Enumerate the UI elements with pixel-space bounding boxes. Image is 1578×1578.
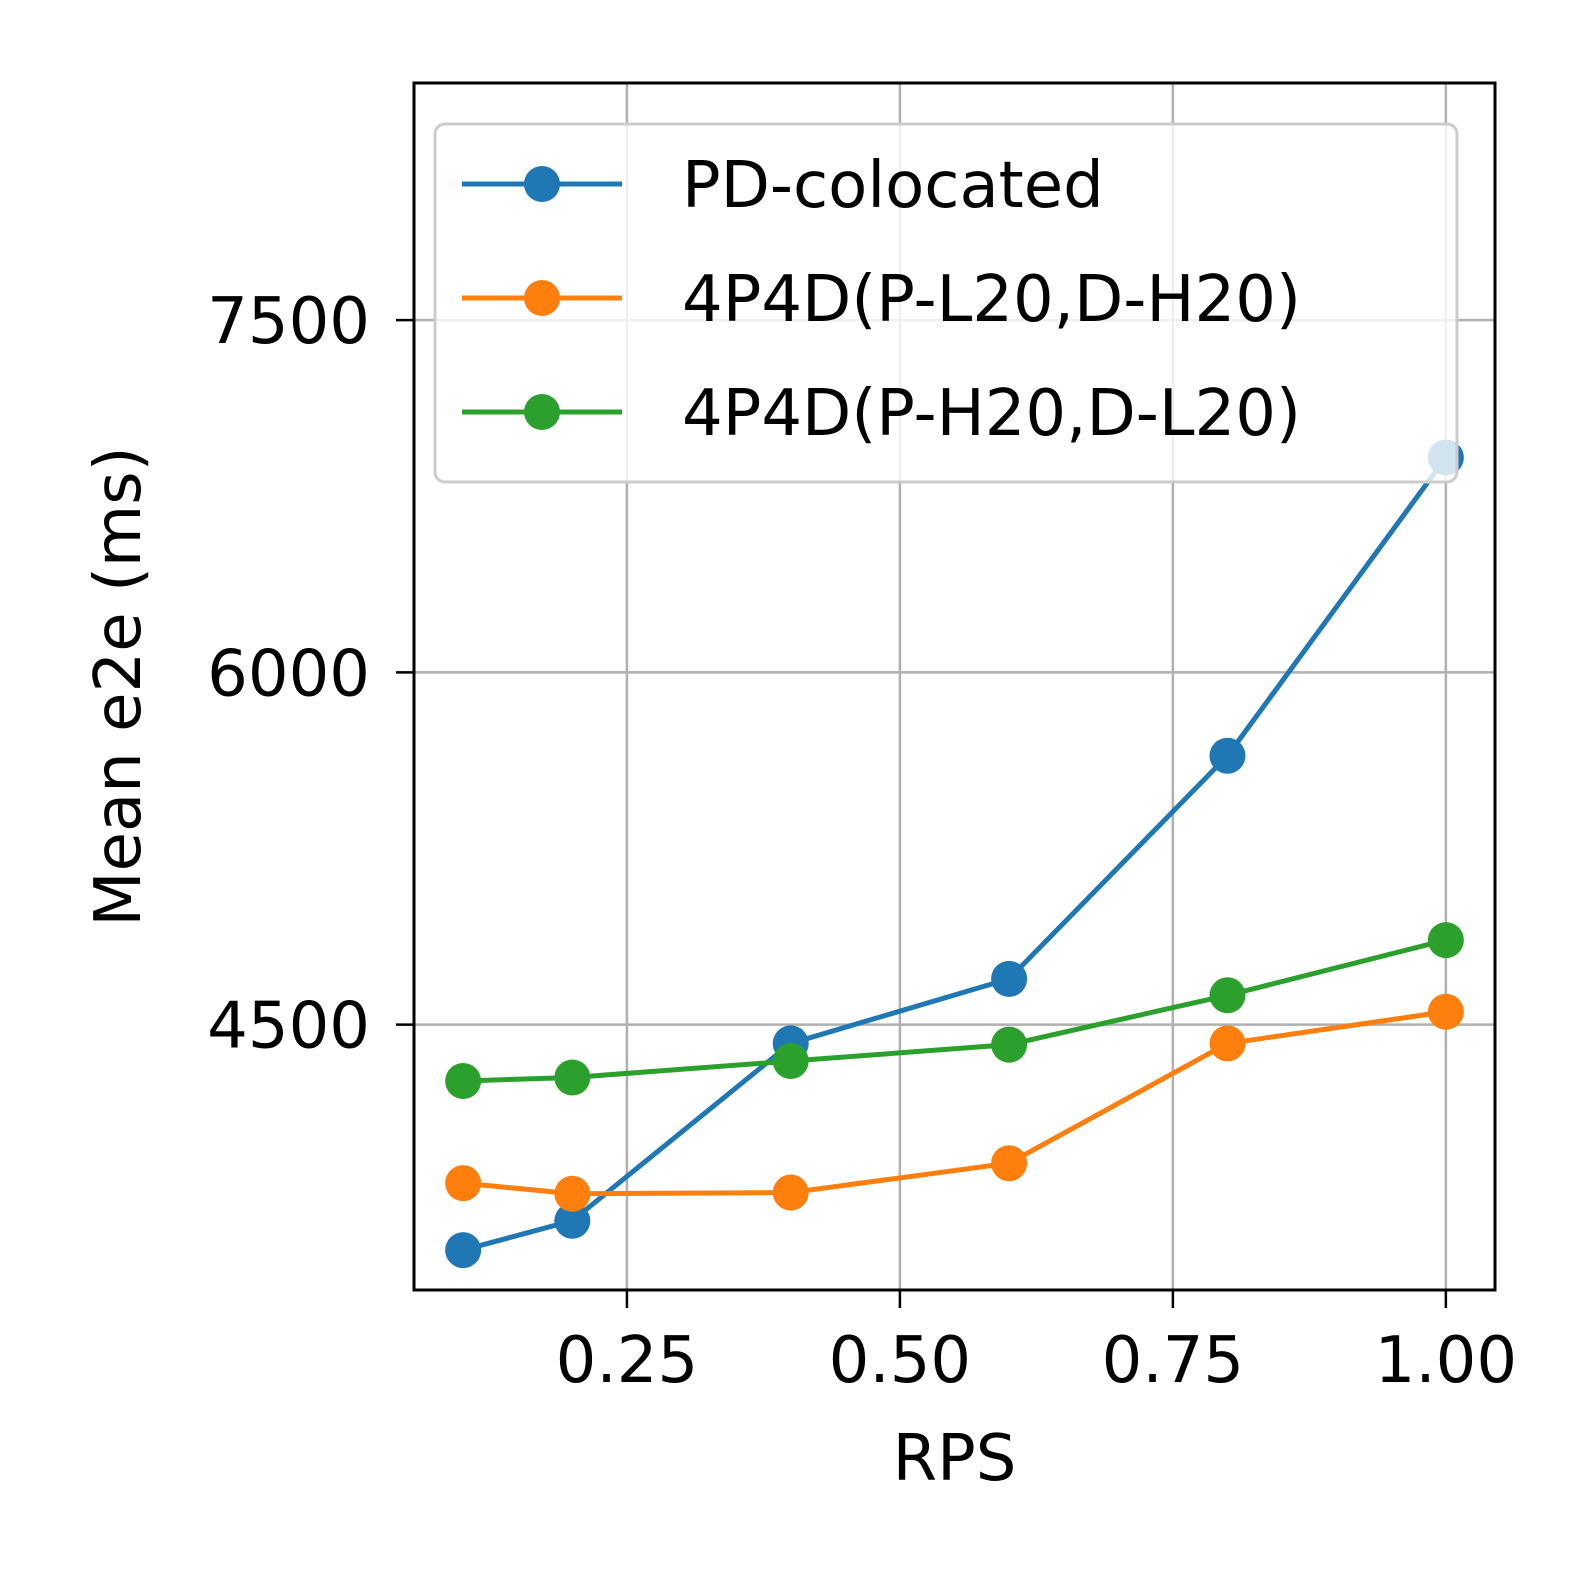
y-axis-label: Mean e2e (ms) (82, 446, 156, 926)
x-tick-label: 1.00 (1375, 1324, 1518, 1398)
legend-label: PD-colocated (682, 149, 1104, 223)
data-point (1209, 1025, 1246, 1062)
axis-ticks: 0.25 0.50 0.75 1.00 4500 6000 7500 (207, 285, 1517, 1398)
legend-box (433, 122, 1459, 484)
series-line (462, 456, 1448, 1253)
data-point (554, 1175, 591, 1212)
series-layer (445, 439, 1464, 1269)
series-0 (445, 439, 1464, 1269)
data-point (554, 1059, 591, 1096)
data-point (991, 1026, 1028, 1063)
data-point (1427, 993, 1464, 1030)
y-tick-label: 7500 (207, 285, 370, 359)
legend-marker (524, 166, 560, 202)
data-point (772, 1043, 809, 1080)
series-2 (445, 922, 1464, 1100)
legend-label: 4P4D(P-L20,D-H20) (682, 263, 1301, 337)
series-line (463, 937, 1447, 1084)
data-point (991, 960, 1028, 997)
y-tick-label: 6000 (207, 637, 370, 711)
data-point (1209, 977, 1246, 1014)
x-tick-label: 0.50 (829, 1324, 972, 1398)
legend-marker (524, 280, 560, 316)
series-line (462, 1009, 1447, 1197)
data-point (772, 1174, 809, 1211)
legend-label: 4P4D(P-H20,D-L20) (682, 377, 1301, 451)
data-point (1209, 737, 1246, 774)
data-point (1427, 922, 1464, 959)
x-tick-label: 0.75 (1102, 1324, 1245, 1398)
data-point (991, 1145, 1028, 1182)
y-tick-label: 4500 (207, 990, 370, 1064)
plot-frame (412, 81, 1497, 1292)
data-point (445, 1165, 482, 1202)
legend: PD-colocated 4P4D(P-L20,D-H20) 4P4D(P-H20,… (433, 122, 1459, 484)
data-point (554, 1202, 591, 1239)
data-point (445, 1063, 482, 1100)
data-point (445, 1232, 482, 1269)
x-axis-label: RPS (893, 1422, 1017, 1496)
series-1 (445, 993, 1464, 1212)
legend-marker (524, 394, 560, 430)
x-tick-label: 0.25 (556, 1324, 699, 1398)
